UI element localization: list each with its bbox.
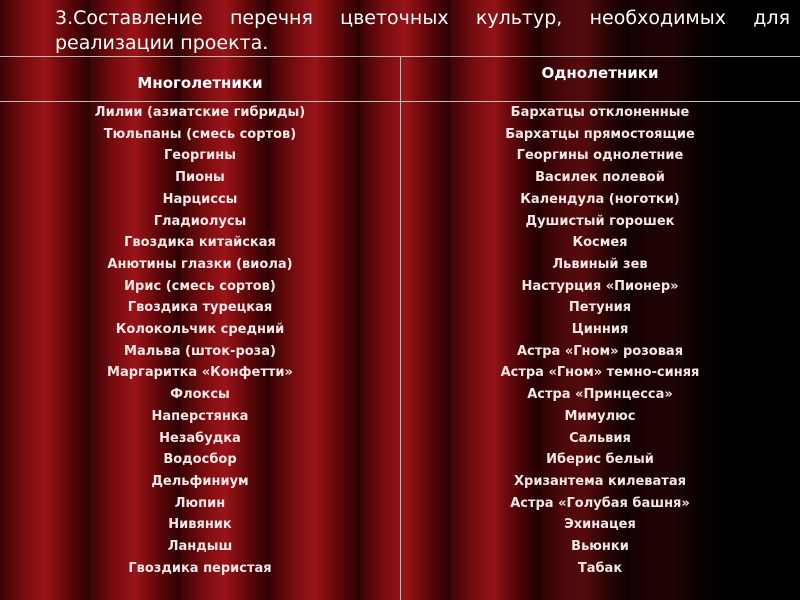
table-cell: Сальвия [569, 430, 631, 446]
table-cell: Водосбор [163, 452, 237, 468]
table: Многолетники Однолетники Лилии (азиатски… [0, 56, 800, 600]
table-cell: Гвоздика перистая [128, 560, 272, 576]
table-cell: Астра «Гном» розовая [516, 343, 684, 359]
column-divider [400, 57, 401, 600]
table-cell: Георгины однолетние [516, 148, 684, 164]
table-cell: Душистый горошек [525, 213, 675, 229]
table-cell: Львиный зев [552, 256, 648, 272]
table-cell: Нарциссы [162, 191, 238, 207]
table-cell: Колокольчик средний [115, 322, 285, 337]
table-cell: Тюльпаны (смесь сортов) [103, 126, 297, 142]
table-cell: Мальва (шток-роза) [124, 343, 276, 359]
header-divider [0, 101, 800, 102]
table-cell: Хризантема килеватая [514, 473, 686, 489]
table-cell: Василек полевой [535, 170, 665, 186]
table-cell: Цинния [571, 322, 629, 337]
table-cell: Маргаритка «Конфетти» [107, 365, 293, 381]
table-cell: Вьюнки [571, 539, 629, 554]
table-cell: Ландыш [167, 539, 233, 554]
table-cell: Пионы [175, 170, 225, 186]
table-cell: Астра «Голубая башня» [510, 495, 690, 511]
table-cell: Гвоздика турецкая [127, 300, 273, 316]
table-cell: Георгины [164, 148, 236, 164]
table-cell: Календула (ноготки) [520, 191, 680, 207]
table-cell: Иберис белый [546, 452, 654, 468]
table-cell: Ирис (смесь сортов) [124, 278, 276, 294]
table-cell: Эхинацея [564, 517, 636, 533]
table-cell: Настурция «Пионер» [521, 278, 679, 294]
table-cell: Табак [577, 560, 623, 576]
table-cell: Лилии (азиатские гибриды) [94, 105, 306, 120]
table-cell: Петуния [568, 300, 632, 316]
table-cell: Анютины глазки (виола) [107, 256, 293, 272]
table-cell: Незабудка [159, 430, 241, 446]
table-cell: Нивяник [168, 517, 232, 533]
table-cell: Гвоздика китайская [124, 235, 276, 251]
table-cell: Астра «Гном» темно-синяя [500, 365, 700, 381]
table-cell: Мимулюс [564, 408, 636, 424]
column-header: Однолетники [541, 64, 659, 82]
table-cell: Наперстянка [151, 408, 249, 424]
table-cell: Люпин [174, 495, 226, 511]
column-header: Многолетники [137, 74, 263, 92]
slide-title: 3.Составление перечня цветочных культур,… [55, 7, 790, 54]
table-cell: Гладиолусы [153, 213, 247, 229]
table-cell: Астра «Принцесса» [527, 387, 673, 403]
table-cell: Дельфиниум [151, 473, 249, 489]
table-cell: Космея [572, 235, 628, 251]
table-cell: Бархатцы прямостоящие [505, 126, 695, 142]
table-cell: Флоксы [170, 387, 230, 403]
table-cell: Бархатцы отклоненные [510, 105, 690, 120]
